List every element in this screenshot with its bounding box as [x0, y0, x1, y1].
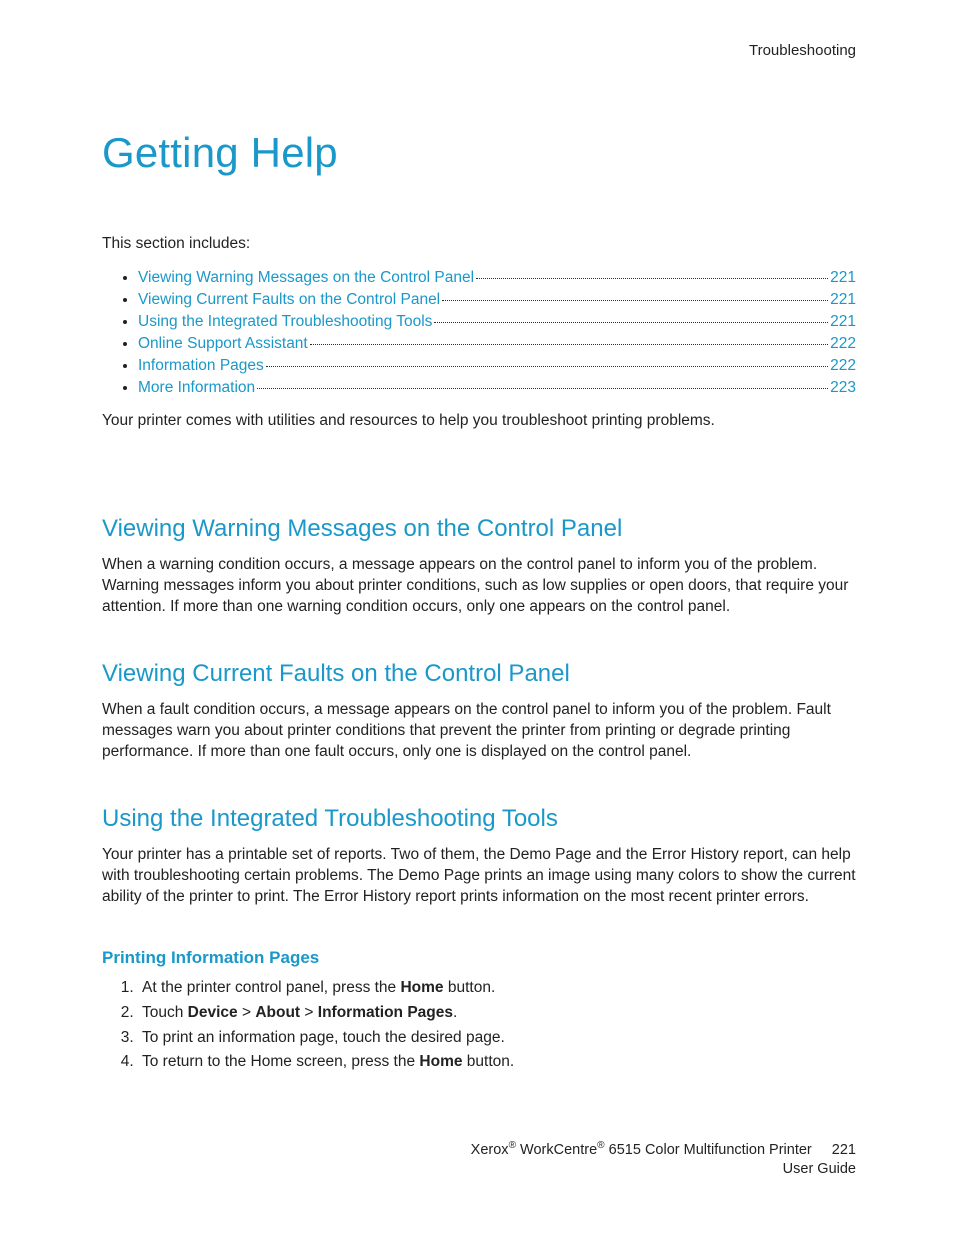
toc-page-link[interactable]: 221: [830, 269, 856, 287]
toc-item: Viewing Current Faults on the Control Pa…: [138, 291, 856, 309]
steps-list: At the printer control panel, press the …: [102, 978, 856, 1074]
toc-link[interactable]: Viewing Warning Messages on the Control …: [138, 269, 474, 287]
toc-item: Information Pages 222: [138, 357, 856, 375]
toc-leader: [442, 300, 828, 301]
toc-item: Viewing Warning Messages on the Control …: [138, 269, 856, 287]
toc-leader: [266, 366, 828, 367]
toc-item: Online Support Assistant 222: [138, 335, 856, 353]
toc-list: Viewing Warning Messages on the Control …: [102, 269, 856, 397]
toc-item: More Information 223: [138, 379, 856, 397]
toc-leader: [476, 278, 828, 279]
toc-leader: [434, 322, 828, 323]
step-item: At the printer control panel, press the …: [138, 978, 856, 999]
section-heading: Viewing Current Faults on the Control Pa…: [102, 660, 856, 688]
toc-link[interactable]: Viewing Current Faults on the Control Pa…: [138, 291, 440, 309]
toc-item: Using the Integrated Troubleshooting Too…: [138, 313, 856, 331]
toc-page-link[interactable]: 223: [830, 379, 856, 397]
page-title: Getting Help: [102, 129, 856, 177]
toc-link[interactable]: Information Pages: [138, 357, 264, 375]
lead-paragraph: Your printer comes with utilities and re…: [102, 411, 856, 432]
toc-page-link[interactable]: 222: [830, 335, 856, 353]
subsection-heading: Printing Information Pages: [102, 948, 856, 968]
toc-leader: [310, 344, 828, 345]
toc-page-link[interactable]: 221: [830, 291, 856, 309]
toc-link[interactable]: More Information: [138, 379, 255, 397]
step-item: To print an information page, touch the …: [138, 1028, 856, 1049]
section-heading: Using the Integrated Troubleshooting Too…: [102, 805, 856, 833]
section-heading: Viewing Warning Messages on the Control …: [102, 515, 856, 543]
footer-page-number: 221: [832, 1141, 856, 1160]
running-header: Troubleshooting: [102, 42, 856, 59]
step-item: Touch Device > About > Information Pages…: [138, 1003, 856, 1024]
toc-link[interactable]: Using the Integrated Troubleshooting Too…: [138, 313, 432, 331]
toc-leader: [257, 388, 828, 389]
body-paragraph: When a warning condition occurs, a messa…: [102, 555, 856, 618]
step-item: To return to the Home screen, press the …: [138, 1052, 856, 1073]
footer-subtitle: User Guide: [471, 1160, 856, 1179]
body-paragraph: Your printer has a printable set of repo…: [102, 845, 856, 908]
toc-page-link[interactable]: 222: [830, 357, 856, 375]
toc-link[interactable]: Online Support Assistant: [138, 335, 308, 353]
page-footer: Xerox® WorkCentre® 6515 Color Multifunct…: [471, 1139, 856, 1179]
page: Troubleshooting Getting Help This sectio…: [0, 0, 954, 1235]
footer-product: Xerox® WorkCentre® 6515 Color Multifunct…: [471, 1142, 812, 1158]
section-intro: This section includes:: [102, 235, 856, 253]
toc-page-link[interactable]: 221: [830, 313, 856, 331]
body-paragraph: When a fault condition occurs, a message…: [102, 700, 856, 763]
